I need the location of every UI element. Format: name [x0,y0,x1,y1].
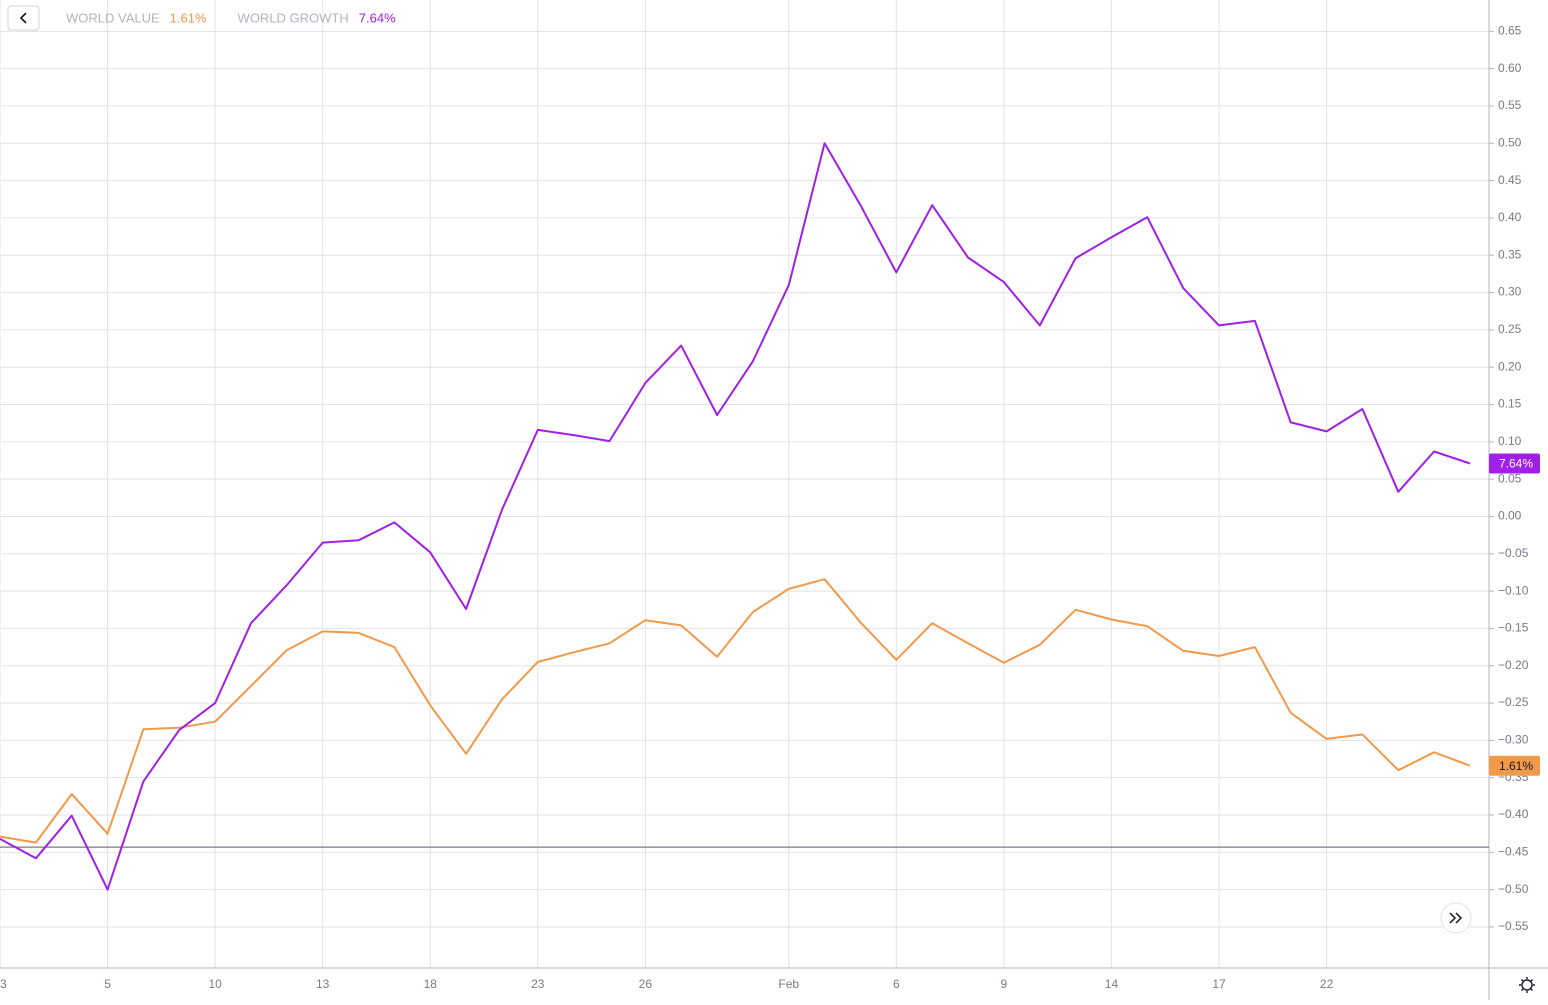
y-tick-label: −0.45 [1498,844,1529,858]
x-tick-label: 26 [639,977,653,991]
y-tick-label: 0.55 [1498,98,1522,112]
x-tick-label: 23 [531,977,545,991]
y-tick-label: −0.10 [1498,583,1529,597]
y-tick-label: 0.25 [1498,322,1522,336]
y-tick-label: 0.60 [1498,61,1522,75]
x-tick-label: 22 [1320,977,1334,991]
y-tick-label: 0.40 [1498,210,1522,224]
y-tick-label: −0.55 [1498,919,1529,933]
tag-label: 1.61% [1499,759,1533,773]
x-tick-label: 18 [424,977,438,991]
tag-box [1489,453,1540,474]
x-tick-label: 13 [316,977,330,991]
y-tick-label: 0.15 [1498,397,1522,411]
y-tick-label: 0.45 [1498,173,1522,187]
grid [0,0,1489,968]
y-tick-label: 0.00 [1498,509,1522,523]
y-tick-label: 0.20 [1498,359,1522,373]
series-line [0,578,1471,844]
y-tick-label: −0.20 [1498,658,1529,672]
legend-name: WORLD GROWTH [238,10,349,25]
x-tick-label: 10 [208,977,222,991]
tag-box [1489,755,1540,776]
x-tick-label: 9 [1001,977,1008,991]
legend-name: WORLD VALUE [66,10,160,25]
back-button[interactable] [7,5,40,31]
settings-icon[interactable] [1519,977,1535,993]
y-tick-label: −0.05 [1498,546,1529,560]
x-tick-label: 17 [1212,977,1226,991]
y-tick-label: −0.50 [1498,882,1529,896]
scroll-right-button[interactable] [1440,902,1472,934]
x-tick-label: 14 [1105,977,1119,991]
y-tick-label: 0.50 [1498,135,1522,149]
x-tick-label: 6 [893,977,900,991]
y-tick-label: −0.25 [1498,695,1529,709]
x-tick-label: 5 [104,977,111,991]
y-tick-label: 0.05 [1498,471,1522,485]
y-tick-label: 0.65 [1498,24,1522,38]
y-tick-label: 0.10 [1498,434,1522,448]
legend-value: 1.61% [170,10,207,25]
y-tick-label: −0.30 [1498,733,1529,747]
x-tick-label: 23 [0,977,7,991]
tag-label: 7.64% [1499,457,1533,471]
y-tick-label: 0.30 [1498,285,1522,299]
y-tick-label: −0.40 [1498,807,1529,821]
x-tick-label: Feb [778,977,799,991]
series-line [0,142,1471,891]
legend-value: 7.64% [359,10,396,25]
last-value-tag: 7.64% [1489,453,1540,474]
y-tick-label: 0.35 [1498,247,1522,261]
last-value-tag: 1.61% [1489,755,1540,776]
y-tick-label: −0.15 [1498,621,1529,635]
